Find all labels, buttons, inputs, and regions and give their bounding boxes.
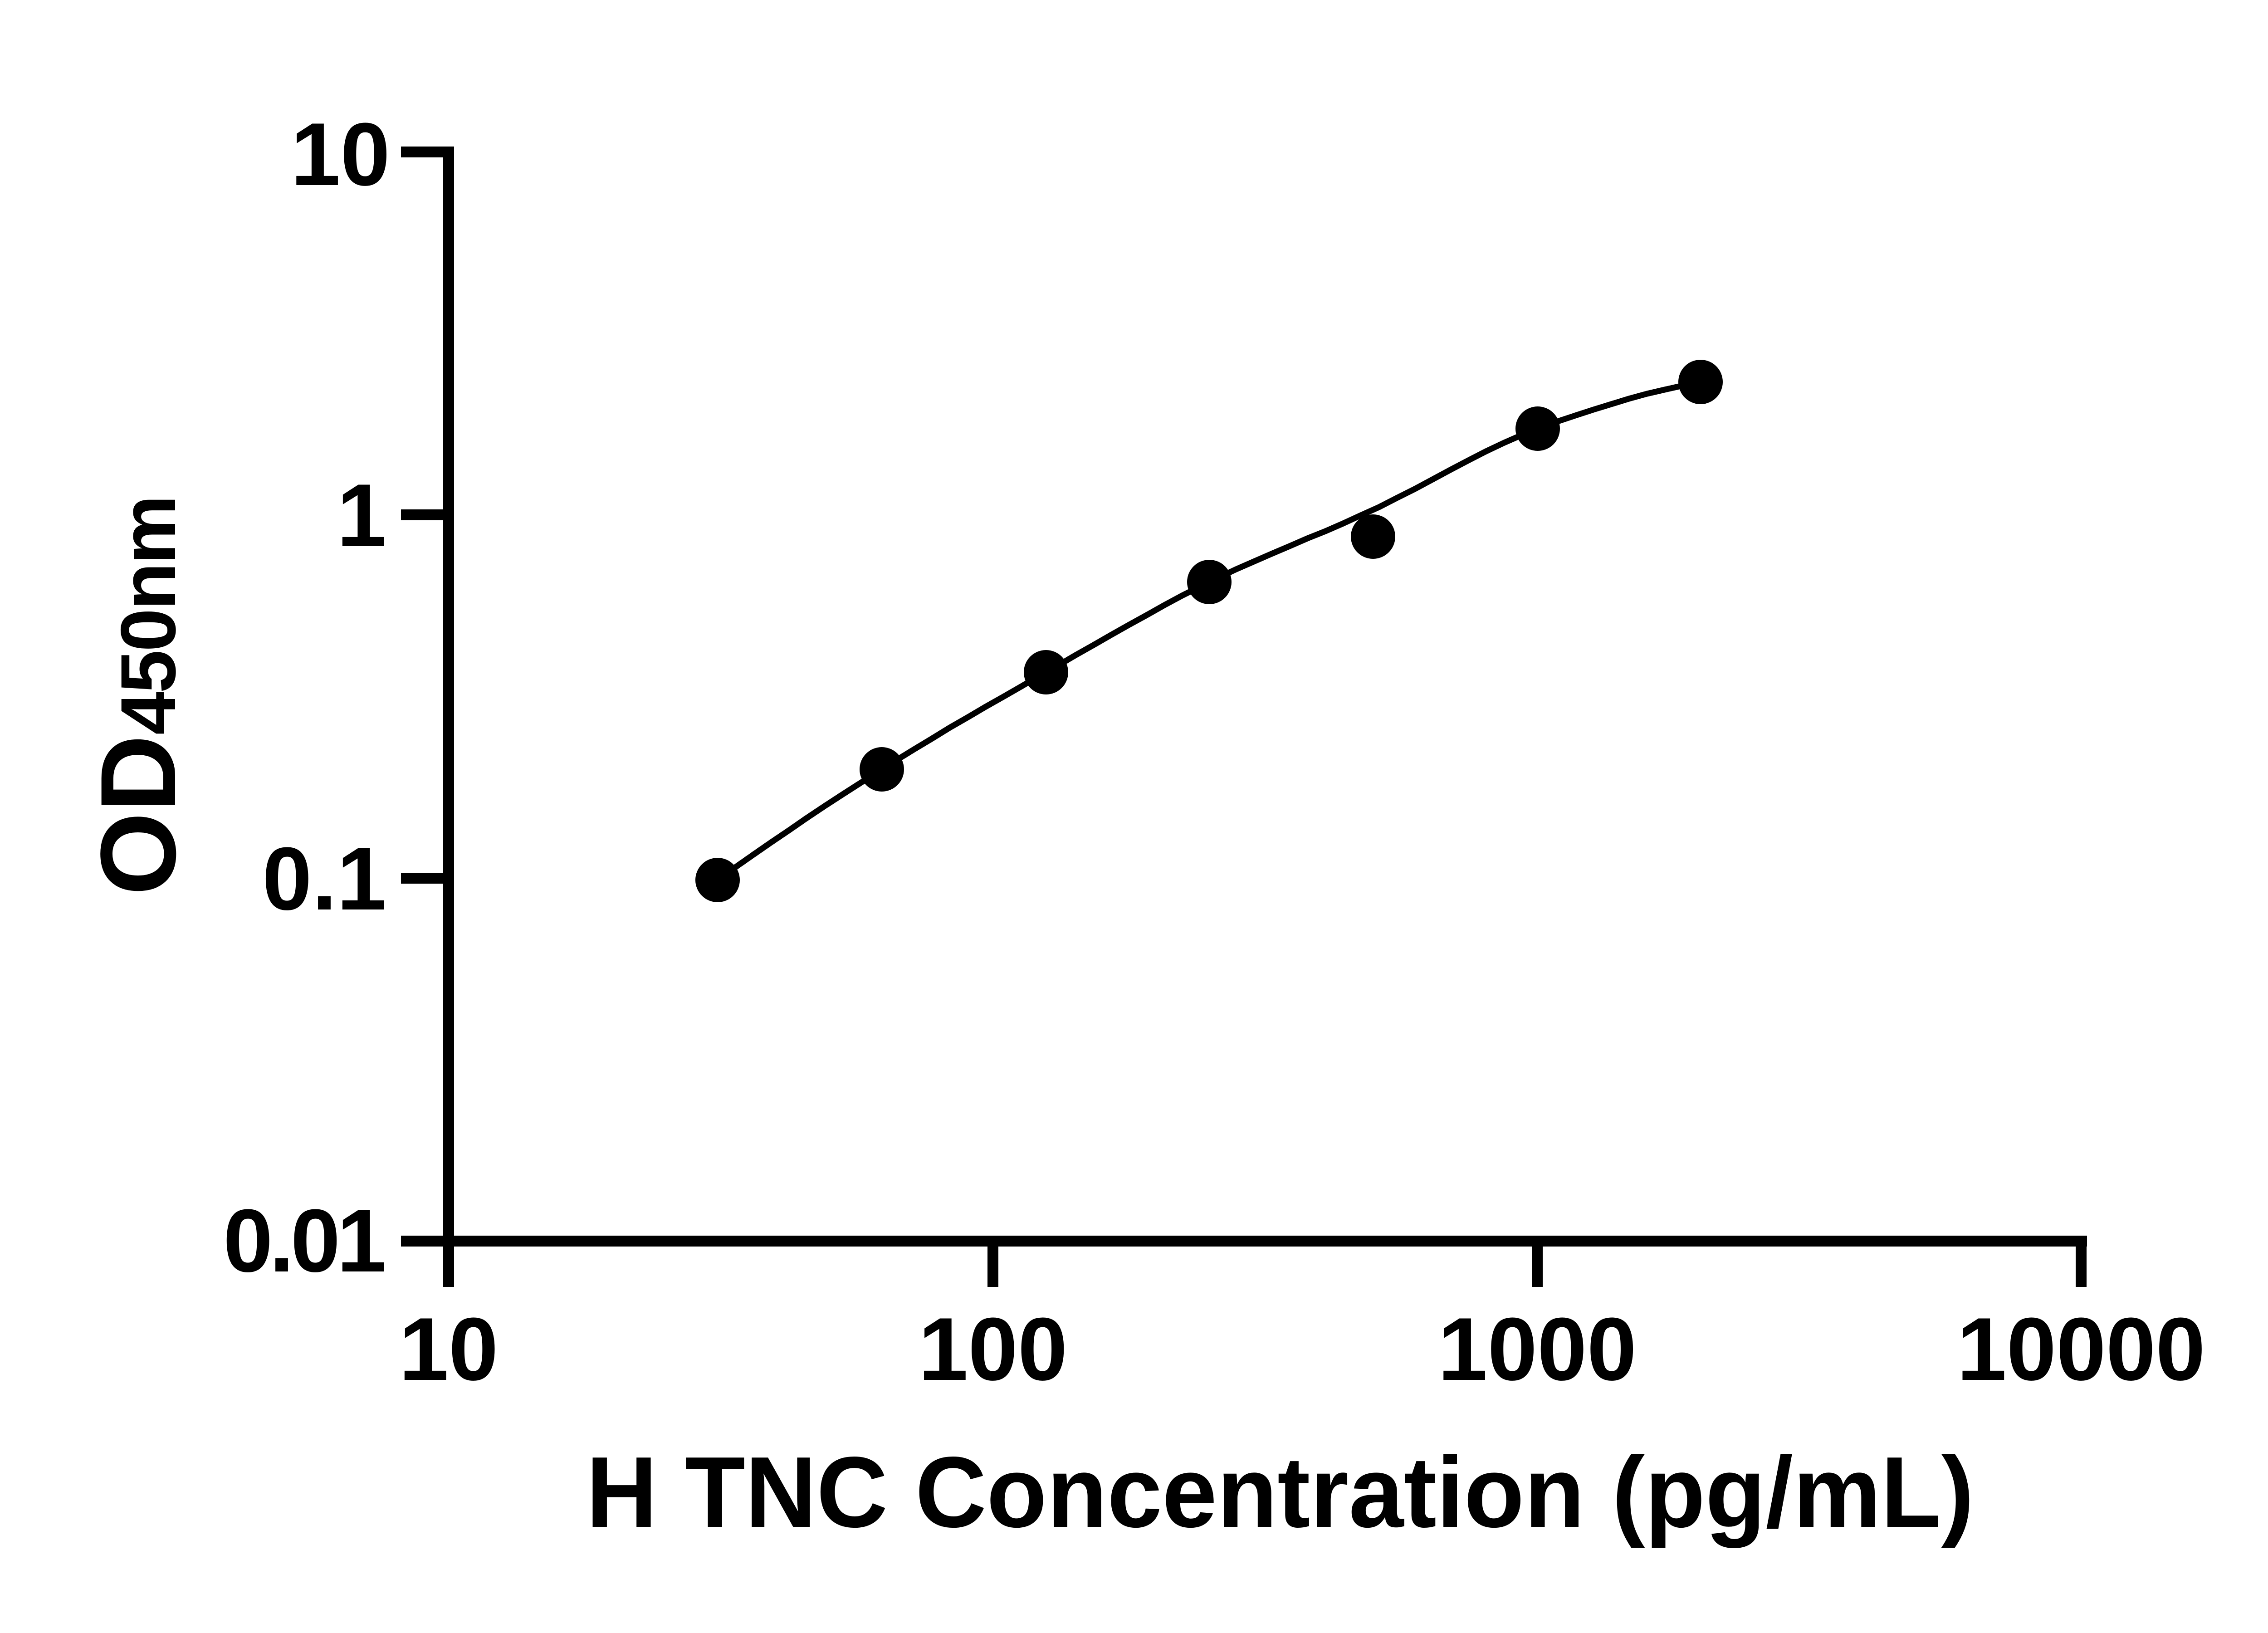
svg-text:10000: 10000: [1957, 1299, 2205, 1399]
svg-text:0.1: 0.1: [262, 829, 386, 929]
svg-text:10: 10: [291, 104, 390, 204]
svg-text:1000: 1000: [1438, 1299, 1637, 1399]
svg-text:10: 10: [399, 1299, 498, 1399]
svg-text:0.01: 0.01: [223, 1191, 386, 1291]
svg-text:100: 100: [919, 1299, 1068, 1399]
svg-text:1: 1: [337, 465, 386, 565]
svg-text:H TNC Concentration (pg/mL): H TNC Concentration (pg/mL): [586, 1436, 1974, 1549]
